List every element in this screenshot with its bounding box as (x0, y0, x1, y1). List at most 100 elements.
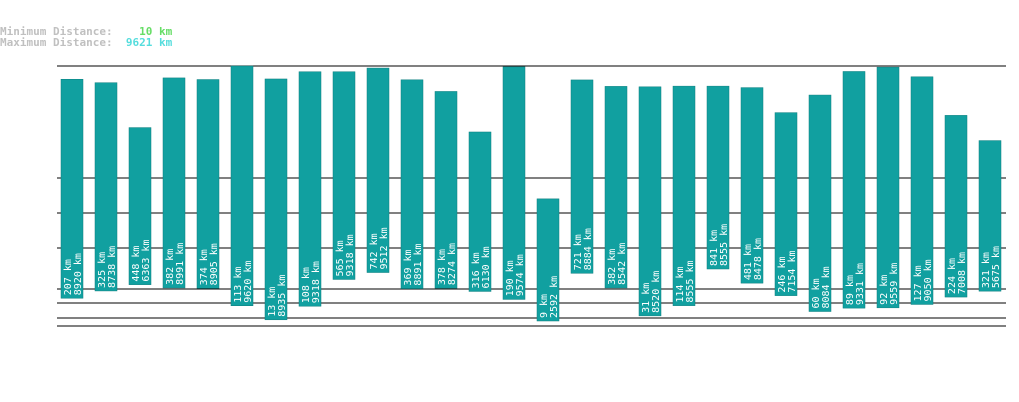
bar-label-max: 7154 km (787, 250, 798, 292)
bar-label-max: 9574 km (515, 254, 526, 296)
bar (978, 140, 1002, 292)
bar-label-min: 325 km (97, 252, 108, 288)
bar-label-max: 8935 km (277, 275, 288, 317)
min-distance-value: 10 km (139, 25, 173, 38)
bar (400, 79, 424, 289)
min-distance-line: Minimum Distance: 10 km (0, 26, 172, 38)
bar-label-min: 721 km (573, 234, 584, 270)
bar-label-min: 316 km (471, 252, 482, 288)
bar-label-max: 8905 km (209, 243, 220, 285)
bar-group: 316 km 6130 km (468, 131, 492, 292)
bar-label-max: 9559 km (889, 263, 900, 305)
bar (468, 131, 492, 292)
bar (638, 86, 662, 317)
bar (128, 127, 152, 285)
bar-label-min: 382 km (165, 249, 176, 285)
bar-label-max: 9512 km (379, 227, 390, 269)
bar-label-max: 8991 km (175, 243, 186, 285)
bar (264, 78, 288, 321)
bar (910, 76, 934, 305)
bar-label-max: 9050 km (923, 259, 934, 301)
bar (570, 79, 594, 274)
bar-label-max: 9620 km (243, 261, 254, 303)
bar-label-min: 108 km (301, 267, 312, 303)
bar-group: 92 km 9559 km (876, 66, 900, 309)
bar-label-min: 369 km (403, 249, 414, 285)
bar-group: 89 km 9331 km (842, 71, 866, 309)
bar (774, 112, 798, 296)
bar-label-max: 8084 km (821, 266, 832, 308)
bar-label-min: 374 km (199, 249, 210, 285)
bar-group: 108 km 9318 km (298, 71, 322, 307)
bar-label-min: 246 km (777, 257, 788, 293)
bar-label-min: 321 km (981, 252, 992, 288)
bar-label-max: 8891 km (413, 243, 424, 285)
bar-group: 13 km 8935 km (264, 78, 288, 321)
bar-label-max: 6363 km (141, 240, 152, 282)
bar-group: 224 km 7008 km (944, 115, 968, 298)
bar (808, 94, 832, 312)
bar (298, 71, 322, 307)
bar-group: 721 km 8884 km (570, 79, 594, 274)
bar-label-min: 742 km (369, 233, 380, 269)
bar-label-min: 92 km (879, 275, 890, 305)
bar-group: 127 km 9050 km (910, 76, 934, 305)
bar-group: 378 km 8274 km (434, 91, 458, 289)
bar-label-min: 565 km (335, 240, 346, 276)
bar (60, 78, 84, 299)
bar-label-max: 8542 km (617, 243, 628, 285)
bar (876, 66, 900, 309)
bar-group: 321 km 5675 km (978, 140, 1002, 292)
bar-label-min: 114 km (675, 267, 686, 303)
bar-group: 374 km 8905 km (196, 79, 220, 289)
bar-group: 382 km 8542 km (604, 86, 628, 289)
bar (706, 85, 730, 270)
bar (366, 67, 390, 273)
bar-group: 841 km 8555 km (706, 85, 730, 270)
max-distance-line: Maximum Distance: 9621 km (0, 37, 172, 49)
bar-group: 60 km 8084 km (808, 94, 832, 312)
bar-group: 369 km 8891 km (400, 79, 424, 289)
bar-label-min: 448 km (131, 246, 142, 282)
bar (162, 77, 186, 289)
bar-group: 190 km 9574 km (502, 66, 526, 300)
bar (230, 65, 254, 306)
max-distance-label: Maximum Distance: (0, 36, 113, 49)
bar-label-min: 382 km (607, 249, 618, 285)
bar-label-max: 8555 km (685, 260, 696, 302)
bar-label-min: 60 km (811, 278, 822, 308)
bar-group: 448 km 6363 km (128, 127, 152, 285)
bar-label-max: 6130 km (481, 246, 492, 288)
min-distance-label: Minimum Distance: (0, 25, 113, 38)
bar (604, 86, 628, 289)
bar-label-max: 8738 km (107, 246, 118, 288)
bar (332, 71, 356, 280)
bar (196, 79, 220, 289)
bar-group: 9 km 2592 km (536, 198, 560, 322)
bar-group: 565 km 9318 km (332, 71, 356, 280)
bar-group: 114 km 8555 km (672, 85, 696, 306)
bar-label-min: 841 km (709, 230, 720, 266)
bar-group: 742 km 9512 km (366, 67, 390, 273)
bar-label-max: 9331 km (855, 263, 866, 305)
bar-label-max: 8920 km (73, 253, 84, 295)
bar-group: 246 km 7154 km (774, 112, 798, 296)
bar-group: 207 km 8920 km (60, 78, 84, 299)
bar-label-min: 481 km (743, 244, 754, 280)
max-distance-value: 9621 km (125, 36, 173, 49)
bar-label-max: 8274 km (447, 243, 458, 285)
bar-label-min: 127 km (913, 265, 924, 301)
bar-label-min: 190 km (505, 260, 516, 296)
bar-label-min: 207 km (63, 259, 74, 295)
bar-label-min: 31 km (641, 283, 652, 313)
bar-layer: 207 km 8920 km 325 km 8738 km 448 km 6363 km 3… (60, 65, 1002, 322)
bar-label-max: 2592 km (549, 276, 560, 318)
bar-label-max: 9318 km (345, 234, 356, 276)
bar-group: 325 km 8738 km (94, 82, 118, 292)
bar-label-min: 378 km (437, 249, 448, 285)
bar-label-max: 8884 km (583, 228, 594, 270)
bar (672, 85, 696, 306)
bar-label-max: 8555 km (719, 224, 730, 266)
